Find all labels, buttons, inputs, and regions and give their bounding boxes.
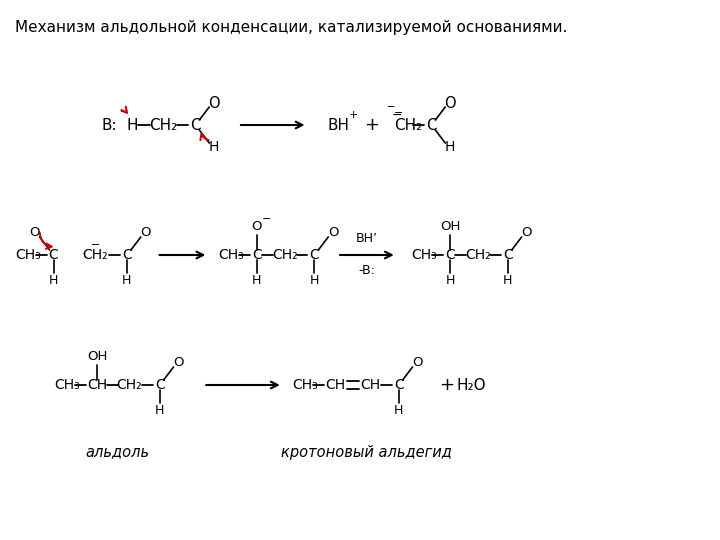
Text: H: H: [252, 273, 261, 287]
Text: +: +: [349, 110, 359, 120]
Text: H: H: [445, 140, 456, 154]
Text: C: C: [426, 118, 437, 132]
Text: O: O: [174, 356, 184, 369]
Text: O: O: [30, 226, 40, 240]
Text: кротоновый альдегид: кротоновый альдегид: [282, 444, 452, 460]
Text: ‾: ‾: [387, 106, 393, 119]
Text: C: C: [394, 378, 403, 392]
Text: O: O: [413, 356, 423, 369]
Text: CH₂: CH₂: [116, 378, 142, 392]
Text: C: C: [49, 248, 58, 262]
Text: CH₃: CH₃: [218, 248, 244, 262]
Text: C: C: [122, 248, 132, 262]
Text: H: H: [394, 403, 403, 416]
Text: OH: OH: [87, 350, 107, 363]
Text: C: C: [503, 248, 513, 262]
Text: +: +: [438, 376, 454, 394]
Text: CH: CH: [325, 378, 346, 392]
Text: ·: ·: [81, 251, 84, 260]
Text: C: C: [190, 118, 201, 132]
Text: CH₃: CH₃: [292, 378, 318, 392]
Text: O: O: [140, 226, 151, 240]
Text: CH₂: CH₂: [394, 118, 422, 132]
Text: H: H: [209, 140, 220, 154]
Text: −: −: [91, 240, 100, 250]
Text: CH: CH: [87, 378, 107, 392]
Text: −: −: [262, 214, 271, 224]
Text: CH₃: CH₃: [55, 378, 81, 392]
Text: H: H: [503, 273, 513, 287]
Text: O: O: [521, 226, 532, 240]
Text: CH: CH: [360, 378, 380, 392]
Text: H₂O: H₂O: [456, 377, 486, 393]
Text: Механизм альдольной конденсации, катализируемой основаниями.: Механизм альдольной конденсации, катализ…: [15, 20, 567, 35]
Text: H: H: [127, 118, 138, 132]
Text: альдоль: альдоль: [85, 444, 149, 460]
Text: C: C: [252, 248, 261, 262]
Text: H: H: [49, 273, 58, 287]
Text: +: +: [364, 116, 379, 134]
Text: H: H: [446, 273, 455, 287]
Text: BH: BH: [328, 118, 349, 132]
Text: O: O: [444, 96, 456, 111]
Text: OH: OH: [440, 220, 460, 233]
Text: CH₃: CH₃: [412, 248, 437, 262]
Text: CH₃: CH₃: [15, 248, 40, 262]
Text: O: O: [208, 96, 220, 111]
Text: C: C: [446, 248, 455, 262]
Text: CH₂: CH₂: [465, 248, 491, 262]
Text: -B:: -B:: [359, 265, 375, 278]
Text: C: C: [155, 378, 165, 392]
Text: BH’: BH’: [356, 233, 378, 246]
Text: H: H: [122, 273, 132, 287]
Text: H: H: [155, 403, 164, 416]
Text: O: O: [328, 226, 338, 240]
Text: CH₂: CH₂: [150, 118, 178, 132]
Text: H: H: [310, 273, 319, 287]
Text: CH₂: CH₂: [271, 248, 297, 262]
Text: −: −: [392, 109, 402, 122]
Text: O: O: [251, 220, 262, 233]
Text: B:: B:: [102, 118, 117, 132]
Text: CH₂: CH₂: [82, 248, 108, 262]
Text: −: −: [394, 108, 403, 118]
Text: C: C: [310, 248, 319, 262]
